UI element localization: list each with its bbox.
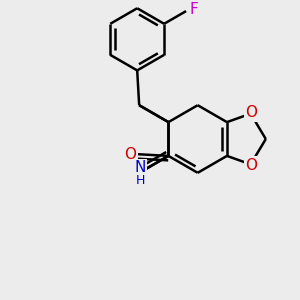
Text: F: F [190,2,198,16]
Text: O: O [246,158,258,173]
Text: O: O [124,147,136,162]
Text: O: O [246,105,258,120]
Text: N: N [134,160,146,175]
Text: H: H [136,174,145,187]
